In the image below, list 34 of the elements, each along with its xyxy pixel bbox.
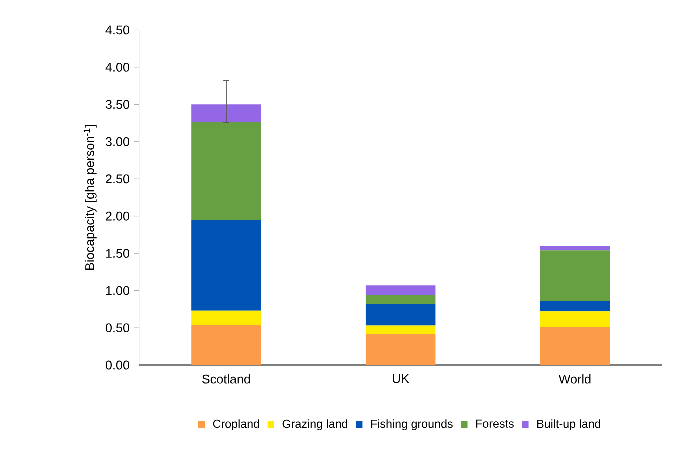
legend-label: Fishing grounds [371,420,453,431]
y-tick-label: 2.50 [106,174,130,184]
legend-label: Built-up land [538,420,601,431]
y-axis-title: Biocapacity [gha person$^{-1}$] [84,125,97,270]
y-tick-label: 1.50 [106,249,130,258]
x-tick-label: Scotland [202,374,250,384]
x-tick-label: World [558,374,591,384]
bar [192,311,262,326]
bar [366,334,436,366]
bar [540,250,610,302]
y-tick-label: 2.00 [106,212,130,221]
bar [366,304,436,326]
bar [192,104,262,123]
legend-label: Cropland [213,420,260,431]
bar [540,246,610,251]
bar [192,325,262,366]
bar [366,286,436,296]
y-tick-label: 0.50 [106,324,130,333]
bar [366,326,436,334]
x-tick-label: UK [393,374,410,384]
y-tick-label: 3.00 [106,138,130,146]
y-tick-label: 3.50 [106,100,130,110]
legend-label: Forests [476,420,514,428]
bar [366,295,436,304]
y-tick-label: 4.50 [106,26,130,35]
y-tick-label: 1.00 [106,286,130,296]
legend-label: Grazing land [282,420,348,431]
bar [192,220,262,312]
bar [540,327,610,366]
bar [540,301,610,312]
bar [192,122,262,220]
y-tick-label: 0.00 [106,360,130,370]
y-tick-label: 4.00 [106,63,130,72]
bar [540,312,610,328]
